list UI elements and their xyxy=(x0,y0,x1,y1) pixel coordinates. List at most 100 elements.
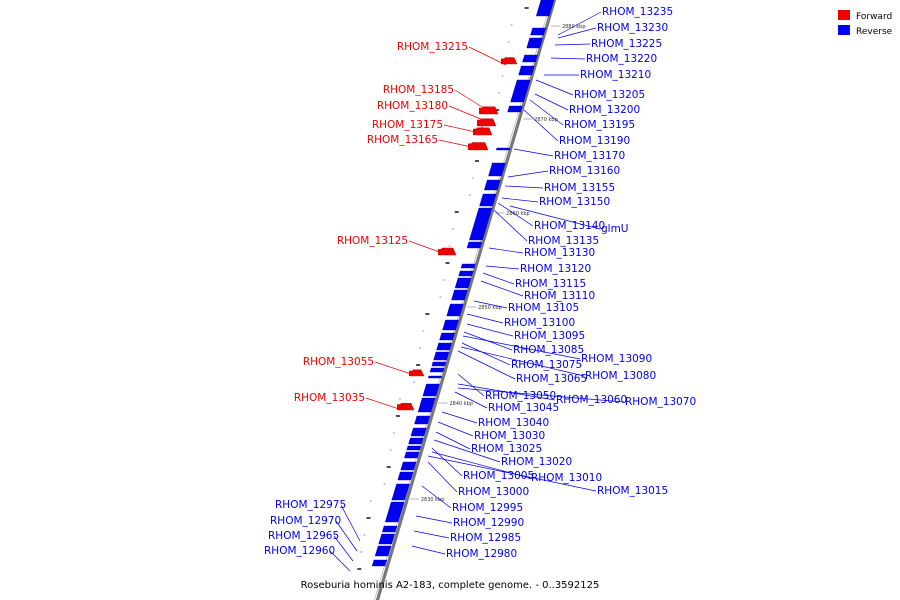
forward-gene-body[interactable] xyxy=(479,107,496,114)
reverse-gene-feature[interactable] xyxy=(522,54,538,63)
reverse-gene-feature[interactable] xyxy=(429,367,445,373)
gene-label-rhom-13135[interactable]: RHOM_13135 xyxy=(528,235,599,247)
forward-gene-body[interactable] xyxy=(473,128,490,135)
reverse-gene-feature[interactable] xyxy=(518,65,535,76)
gene-label-rhom-13020[interactable]: RHOM_13020 xyxy=(501,456,572,468)
gene-label-rhom-13170[interactable]: RHOM_13170 xyxy=(554,150,625,162)
gene-label-rhom-13215[interactable]: RHOM_13215 xyxy=(397,41,468,53)
gene-label-rhom-13115[interactable]: RHOM_13115 xyxy=(515,278,586,290)
forward-gene-body[interactable] xyxy=(468,143,486,151)
reverse-gene-feature[interactable] xyxy=(507,105,523,113)
gene-label-rhom-12970[interactable]: RHOM_12970 xyxy=(270,515,341,527)
reverse-gene-feature[interactable] xyxy=(530,27,546,36)
reverse-gene-feature[interactable] xyxy=(371,559,388,567)
gene-label-rhom-13010[interactable]: RHOM_13010 xyxy=(531,472,602,484)
reverse-gene-feature[interactable] xyxy=(488,162,506,177)
gene-label-rhom-13025[interactable]: RHOM_13025 xyxy=(471,443,542,455)
reverse-gene-feature[interactable] xyxy=(406,445,422,451)
gene-label-rhom-13150[interactable]: RHOM_13150 xyxy=(539,196,610,208)
gene-label-rhom-13085[interactable]: RHOM_13085 xyxy=(513,344,584,356)
gene-label-rhom-12995[interactable]: RHOM_12995 xyxy=(452,502,523,514)
gene-label-rhom-13120[interactable]: RHOM_13120 xyxy=(520,263,591,275)
gene-label-rhom-13220[interactable]: RHOM_13220 xyxy=(586,53,657,65)
forward-gene-body[interactable] xyxy=(409,370,422,376)
reverse-gene-feature[interactable] xyxy=(454,277,472,289)
gene-label-rhom-13045[interactable]: RHOM_13045 xyxy=(488,402,559,414)
gene-label-rhom-12965[interactable]: RHOM_12965 xyxy=(268,530,339,542)
reverse-gene-feature[interactable] xyxy=(391,483,410,501)
gene-label-rhom-13030[interactable]: RHOM_13030 xyxy=(474,430,545,442)
gene-label-rhom-13210[interactable]: RHOM_13210 xyxy=(580,69,651,81)
forward-gene-body[interactable] xyxy=(438,249,454,255)
gene-label-rhom-13095[interactable]: RHOM_13095 xyxy=(514,330,585,342)
gene-label-rhom-13015[interactable]: RHOM_13015 xyxy=(597,485,668,497)
reverse-gene-feature[interactable] xyxy=(410,427,427,437)
gene-label-rhom-13060[interactable]: RHOM_13060 xyxy=(556,394,627,406)
gene-label-rhom-13105[interactable]: RHOM_13105 xyxy=(508,302,579,314)
gene-label-rhom-13180[interactable]: RHOM_13180 xyxy=(377,100,448,112)
reverse-gene-feature[interactable] xyxy=(436,342,452,351)
gene-label-rhom-13175[interactable]: RHOM_13175 xyxy=(372,119,443,131)
gene-label-rhom-13185[interactable]: RHOM_13185 xyxy=(383,84,454,96)
reverse-gene-feature[interactable] xyxy=(526,37,543,49)
reverse-gene-feature[interactable] xyxy=(414,415,431,425)
gene-label-rhom-13000[interactable]: RHOM_13000 xyxy=(458,486,529,498)
gene-label-rhom-13195[interactable]: RHOM_13195 xyxy=(564,119,635,131)
reverse-gene-feature[interactable] xyxy=(397,471,414,481)
gene-label-rhom-13130[interactable]: RHOM_13130 xyxy=(524,247,595,259)
gene-label-rhom-13230[interactable]: RHOM_13230 xyxy=(597,22,668,34)
reverse-gene-feature[interactable] xyxy=(385,501,405,523)
reverse-gene-feature[interactable] xyxy=(382,525,398,533)
reverse-gene-feature[interactable] xyxy=(439,332,455,341)
reverse-gene-feature[interactable] xyxy=(431,361,447,367)
reverse-gene-feature[interactable] xyxy=(374,545,392,557)
gene-label-rhom-13065[interactable]: RHOM_13065 xyxy=(516,373,587,385)
gene-label-rhom-12975[interactable]: RHOM_12975 xyxy=(275,499,346,511)
gene-label-rhom-13200[interactable]: RHOM_13200 xyxy=(569,104,640,116)
forward-gene-body[interactable] xyxy=(477,119,494,126)
gene-label-rhom-13080[interactable]: RHOM_13080 xyxy=(585,370,656,382)
gene-label-rhom-13160[interactable]: RHOM_13160 xyxy=(549,165,620,177)
reverse-gene-feature[interactable] xyxy=(484,179,501,191)
reverse-gene-feature[interactable] xyxy=(408,437,424,445)
reverse-gene-feature[interactable] xyxy=(378,533,395,545)
reverse-gene-feature[interactable] xyxy=(460,263,476,269)
reverse-gene-feature[interactable] xyxy=(466,241,483,249)
reverse-gene-feature[interactable] xyxy=(535,0,555,17)
gene-label-rhom-13155[interactable]: RHOM_13155 xyxy=(544,182,615,194)
gene-label-rhom-13050[interactable]: RHOM_13050 xyxy=(485,390,556,402)
gene-label-rhom-13235[interactable]: RHOM_13235 xyxy=(602,6,673,18)
reverse-gene-feature[interactable] xyxy=(433,351,450,361)
gene-label-rhom-12960[interactable]: RHOM_12960 xyxy=(264,545,335,557)
reverse-gene-feature[interactable] xyxy=(446,303,464,317)
forward-gene-body[interactable] xyxy=(501,58,515,65)
gene-label-rhom-12980[interactable]: RHOM_12980 xyxy=(446,548,517,560)
gene-label-rhom-13055[interactable]: RHOM_13055 xyxy=(303,356,374,368)
gene-label-rhom-13190[interactable]: RHOM_13190 xyxy=(559,135,630,147)
gene-label-rhom-12990[interactable]: RHOM_12990 xyxy=(453,517,524,529)
gene-label-rhom-13075[interactable]: RHOM_13075 xyxy=(511,359,582,371)
gene-label-rhom-13035[interactable]: RHOM_13035 xyxy=(294,392,365,404)
reverse-gene-feature[interactable] xyxy=(404,451,420,459)
gene-label-rhom-13165[interactable]: RHOM_13165 xyxy=(367,134,438,146)
reverse-gene-feature[interactable] xyxy=(510,79,531,103)
reverse-gene-feature[interactable] xyxy=(469,207,493,241)
reverse-gene-feature[interactable] xyxy=(451,289,468,301)
gene-label-rhom-13100[interactable]: RHOM_13100 xyxy=(504,317,575,329)
gene-label-rhom-12985[interactable]: RHOM_12985 xyxy=(450,532,521,544)
gene-label-rhom-13140[interactable]: RHOM_13140 xyxy=(534,220,605,232)
gene-label-rhom-13225[interactable]: RHOM_13225 xyxy=(591,38,662,50)
gene-label-rhom-13040[interactable]: RHOM_13040 xyxy=(478,417,549,429)
gene-label-rhom-13205[interactable]: RHOM_13205 xyxy=(574,89,645,101)
gene-label-rhom-13005[interactable]: RHOM_13005 xyxy=(463,470,534,482)
reverse-gene-feature[interactable] xyxy=(417,397,436,413)
gene-label-rhom-13090[interactable]: RHOM_13090 xyxy=(581,353,652,365)
gene-label-glmu[interactable]: glmU xyxy=(601,223,629,235)
reverse-gene-feature[interactable] xyxy=(400,461,417,471)
reverse-gene-feature[interactable] xyxy=(495,147,511,151)
reverse-gene-feature[interactable] xyxy=(479,193,497,207)
gene-label-rhom-13125[interactable]: RHOM_13125 xyxy=(337,235,408,247)
reverse-gene-feature[interactable] xyxy=(458,270,474,277)
reverse-gene-feature[interactable] xyxy=(422,383,440,397)
gene-label-rhom-13070[interactable]: RHOM_13070 xyxy=(625,396,696,408)
